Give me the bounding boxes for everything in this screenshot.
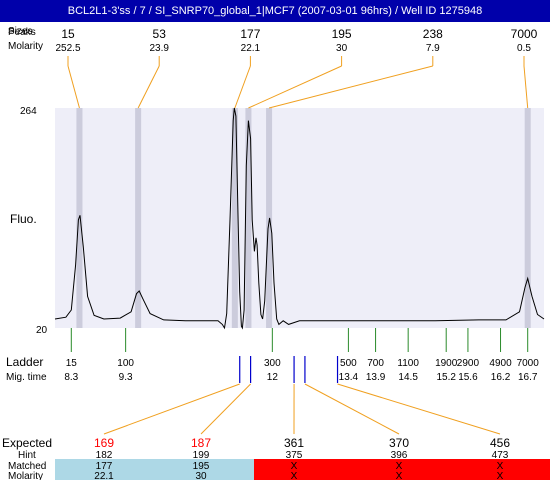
ladder-time-label: 13.4 (339, 372, 359, 383)
peak-molarity-label: 23.9 (149, 43, 169, 54)
molarity-label: Molarity (8, 41, 43, 52)
peak-size-label: 238 (423, 27, 443, 41)
matched-molarity: X (291, 471, 298, 480)
missing-band (254, 459, 550, 480)
peak-molarity-label: 0.5 (517, 43, 531, 54)
expected-callout (304, 383, 400, 435)
peak-size-label: 7000 (511, 27, 538, 41)
ladder-time-label: 9.3 (119, 372, 133, 383)
ladder-time-label: 12 (267, 372, 279, 383)
ladder-size-label: 15 (66, 358, 78, 369)
matched-size: 195 (193, 461, 210, 472)
ladder-size-label: 4900 (489, 358, 512, 369)
peak-callout (67, 65, 80, 109)
expected-callout (337, 383, 501, 435)
peak-molarity-label: 252.5 (55, 43, 80, 54)
peak-molarity-label: 22.1 (241, 43, 261, 54)
expected-size: 187 (191, 436, 211, 450)
matched-band (55, 459, 254, 480)
matched-label: Matched (8, 461, 46, 472)
peak-size-label: 15 (61, 27, 75, 41)
expected-callout (103, 383, 240, 435)
y-min-label: 20 (36, 325, 48, 336)
peaks-label: Peaks (8, 27, 36, 38)
peak-band (231, 108, 238, 328)
hint-size: 199 (193, 450, 210, 461)
matched-size: X (396, 461, 403, 472)
peak-size-label: 177 (240, 27, 260, 41)
expected-label: Expected (2, 436, 52, 450)
matched-molarity: 30 (195, 471, 207, 480)
ladder-size-label: 1100 (397, 358, 419, 369)
ladder-time-label: 15.6 (458, 372, 478, 383)
ladder-time-label: 15.2 (436, 372, 456, 383)
ladder-size-label: 1900 (435, 358, 458, 369)
ladder-time-label: 16.2 (491, 372, 511, 383)
matched-size: 177 (96, 461, 113, 472)
ladder-size-label: 700 (367, 358, 384, 369)
ladder-size-label: 500 (340, 358, 357, 369)
peak-band (524, 108, 531, 328)
expected-size: 361 (284, 436, 304, 450)
ladder-time-label: 14.5 (398, 372, 418, 383)
matched-size: X (291, 461, 298, 472)
peak-molarity-label: 7.9 (426, 43, 440, 54)
ladder-time-label: 8.3 (64, 372, 78, 383)
fluorescence-trace (54, 107, 545, 330)
peak-callout (137, 65, 160, 109)
hint-size: 375 (286, 450, 303, 461)
hint-label: Hint (18, 450, 36, 461)
hint-size: 396 (391, 450, 408, 461)
peak-size-label: 195 (332, 27, 352, 41)
matched-molarity: 22.1 (94, 471, 114, 480)
ladder-size-label: 100 (117, 358, 134, 369)
plot-area (55, 108, 544, 328)
peak-band (245, 108, 252, 328)
expected-size: 370 (389, 436, 409, 450)
ladder-label: Ladder (6, 355, 43, 369)
mig-time-label: Mig. time (6, 372, 47, 383)
y-max-label: 264 (20, 106, 37, 117)
peak-callout (234, 65, 251, 109)
peak-band (135, 108, 142, 328)
matched-size: X (497, 461, 504, 472)
expected-size: 456 (490, 436, 510, 450)
window-title: BCL2L1-3'ss / 7 / SI_SNRP70_global_1|MCF… (0, 0, 550, 22)
ladder-size-label: 2900 (457, 358, 480, 369)
y-axis-label: Fluo. (10, 212, 37, 226)
hint-size: 182 (96, 450, 113, 461)
expected-size: 169 (94, 436, 114, 450)
peak-band (266, 108, 273, 328)
ladder-time-label: 16.7 (518, 372, 538, 383)
molarity-row-label: Molarity (8, 471, 43, 480)
hint-size: 473 (492, 450, 509, 461)
peak-callout (523, 65, 529, 109)
sizes-label: Sizes (8, 26, 32, 37)
peak-callout (268, 65, 433, 109)
matched-molarity: X (497, 471, 504, 480)
peak-callout (248, 65, 342, 109)
peak-size-label: 53 (153, 27, 167, 41)
matched-molarity: X (396, 471, 403, 480)
ladder-size-label: 7000 (517, 358, 540, 369)
expected-callout (200, 383, 251, 435)
ladder-time-label: 13.9 (366, 372, 386, 383)
peak-molarity-label: 30 (336, 43, 348, 54)
ladder-size-label: 300 (264, 358, 281, 369)
